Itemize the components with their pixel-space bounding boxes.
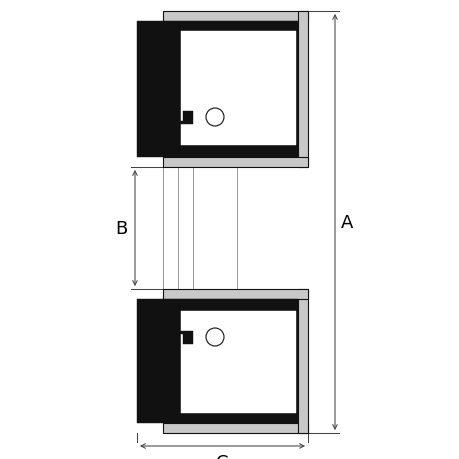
Polygon shape (162, 112, 193, 134)
Text: A: A (340, 213, 353, 231)
Polygon shape (162, 321, 193, 344)
Polygon shape (297, 12, 308, 168)
Polygon shape (137, 22, 162, 157)
Text: B: B (116, 219, 128, 237)
Polygon shape (162, 289, 308, 299)
Polygon shape (297, 289, 308, 433)
Polygon shape (162, 157, 308, 168)
Polygon shape (162, 423, 308, 433)
Polygon shape (162, 22, 297, 157)
Circle shape (206, 328, 224, 346)
Polygon shape (180, 311, 295, 413)
Polygon shape (137, 299, 162, 423)
Polygon shape (162, 299, 297, 423)
Text: C: C (216, 453, 228, 459)
Polygon shape (162, 12, 308, 22)
Polygon shape (180, 32, 295, 146)
Circle shape (206, 109, 224, 127)
